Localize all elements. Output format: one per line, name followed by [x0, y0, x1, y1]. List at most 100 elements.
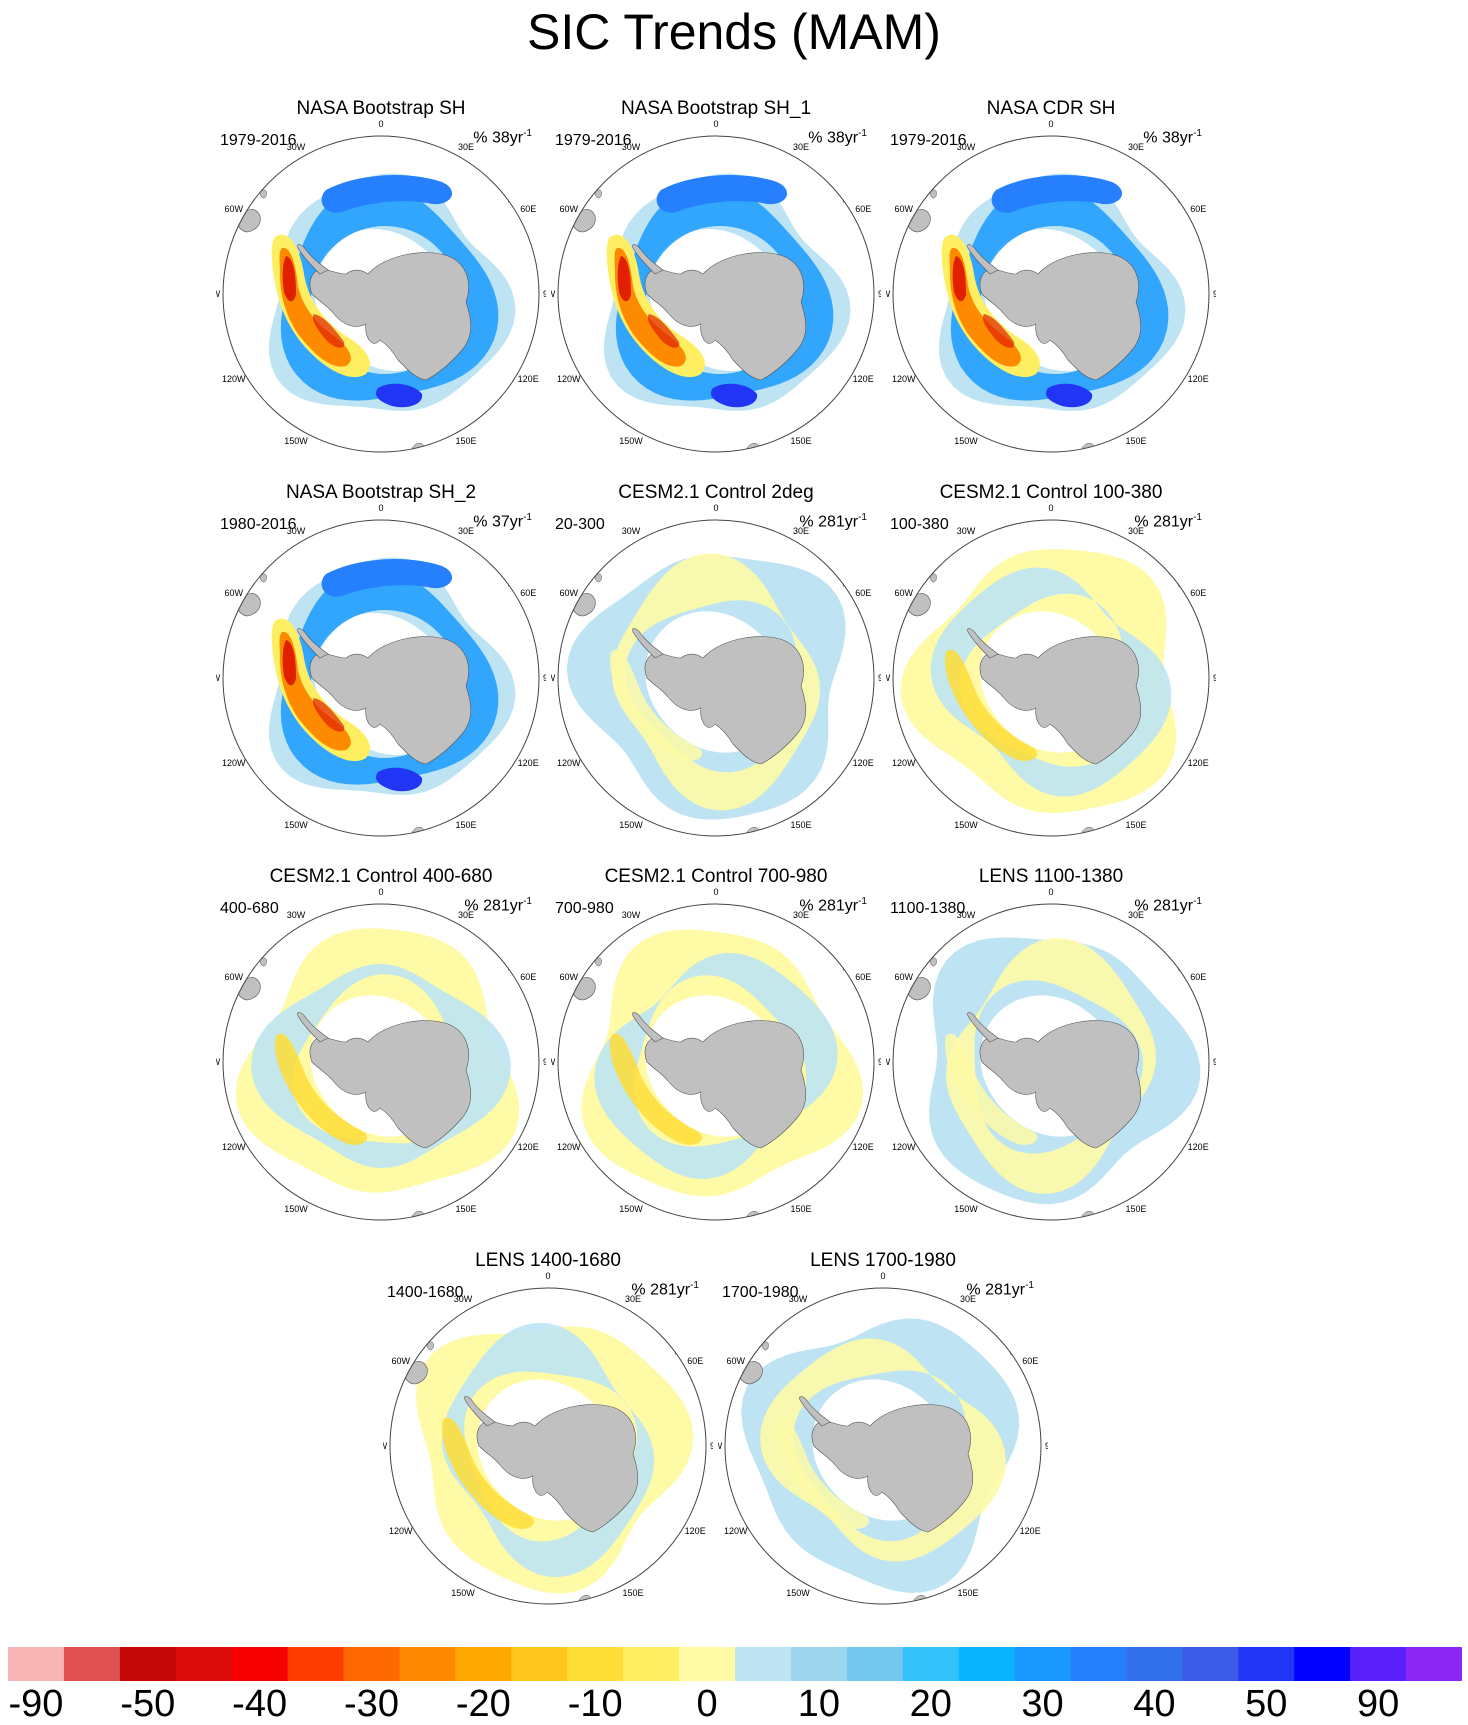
colorbar-segment — [175, 1647, 233, 1681]
longitude-label: 30W — [957, 142, 976, 152]
longitude-label: 60W — [560, 204, 579, 214]
longitude-label: 120W — [557, 374, 581, 384]
panel-units: % 281yr-1 — [1134, 512, 1202, 531]
longitude-label: 120E — [1188, 758, 1209, 768]
panel-units: % 281yr-1 — [1134, 896, 1202, 915]
longitude-label: 60W — [727, 1356, 746, 1366]
colorbar-label: -30 — [344, 1683, 399, 1725]
colorbar-segment — [846, 1647, 904, 1681]
panel-units: % 281yr-1 — [799, 896, 867, 915]
longitude-label: 120W — [222, 374, 246, 384]
colorbar-segment — [343, 1647, 400, 1681]
longitude-label: 60E — [1190, 972, 1206, 982]
colorbar-segment — [8, 1647, 65, 1681]
map-panel: 030E60E90E120E150E180150W120W90W60W30WLE… — [886, 866, 1216, 1226]
longitude-label: 120E — [518, 374, 539, 384]
colorbar-segment — [958, 1647, 1016, 1681]
panel-period: 1979-2016 — [555, 132, 632, 149]
polar-map: 030E60E90E120E150E180150W120W90W60W30W — [886, 503, 1216, 837]
longitude-label: 90W — [551, 289, 556, 299]
polar-map: 030E60E90E120E150E180150W120W90W60W30W — [383, 1271, 713, 1605]
longitude-label: 60E — [855, 972, 871, 982]
longitude-label: 0 — [713, 887, 718, 897]
panel-title: LENS 1100-1380 — [978, 866, 1124, 887]
panel-units: % 281yr-1 — [966, 1280, 1034, 1299]
colorbar-segment — [902, 1647, 960, 1681]
longitude-label: 30W — [789, 1294, 808, 1304]
longitude-label: 120E — [853, 1142, 874, 1152]
longitude-label: 30W — [454, 1294, 473, 1304]
panel-units: % 38yr-1 — [473, 128, 532, 147]
colorbar-label: 90 — [1356, 1683, 1400, 1725]
longitude-label: 60W — [560, 588, 579, 598]
longitude-label: 0 — [880, 1271, 885, 1281]
longitude-label: 150W — [619, 436, 643, 446]
longitude-label: 30E — [793, 910, 809, 920]
colorbar-label: -90 — [8, 1683, 64, 1725]
panel-units: % 281yr-1 — [631, 1280, 699, 1299]
longitude-label: 150E — [790, 1204, 811, 1214]
colorbar-segment — [63, 1647, 121, 1681]
longitude-label: 150E — [455, 820, 476, 830]
colorbar-segment — [455, 1647, 512, 1681]
longitude-label: 150W — [451, 1588, 475, 1598]
longitude-label: 150W — [786, 1588, 810, 1598]
longitude-label: 30E — [793, 526, 809, 536]
panel-title: CESM2.1 Control 400-680 — [269, 866, 493, 887]
map-panel: 030E60E90E120E150E180150W120W90W60W30WCE… — [886, 482, 1216, 842]
colorbar-segment — [1238, 1647, 1295, 1681]
panel-period: 1979-2016 — [220, 132, 297, 149]
longitude-label: 30E — [458, 526, 474, 536]
longitude-label: 90E — [543, 1057, 546, 1067]
panel-title: LENS 1700-1980 — [810, 1250, 956, 1271]
colorbar-segment — [1014, 1647, 1072, 1681]
longitude-label: 120W — [557, 758, 581, 768]
longitude-label: 0 — [713, 119, 718, 129]
longitude-label: 120E — [1020, 1526, 1041, 1536]
panel-title: NASA Bootstrap SH_2 — [285, 482, 477, 503]
colorbar-label: 0 — [696, 1683, 718, 1725]
longitude-label: 120W — [892, 374, 916, 384]
longitude-label: 30W — [622, 142, 641, 152]
colorbar-segment — [1294, 1647, 1351, 1681]
colorbar-segment — [1350, 1647, 1407, 1681]
panel-title: CESM2.1 Control 700-980 — [604, 866, 828, 887]
panel-period: 20-300 — [555, 516, 605, 533]
longitude-label: 90W — [551, 673, 556, 683]
longitude-label: 90W — [886, 673, 891, 683]
longitude-label: 30E — [1128, 526, 1144, 536]
longitude-label: 60W — [392, 1356, 411, 1366]
longitude-label: 30W — [287, 142, 306, 152]
longitude-label: 120E — [1188, 1142, 1209, 1152]
longitude-label: 120E — [1188, 374, 1209, 384]
panel-units: % 38yr-1 — [1143, 128, 1202, 147]
longitude-label: 90E — [878, 673, 881, 683]
polar-map: 030E60E90E120E150E180150W120W90W60W30W — [886, 119, 1216, 453]
longitude-label: 150E — [957, 1588, 978, 1598]
panel-units: % 281yr-1 — [464, 896, 532, 915]
colorbar-segment — [1070, 1647, 1127, 1681]
longitude-label: 60E — [687, 1356, 703, 1366]
longitude-label: 90W — [886, 289, 891, 299]
map-panel: 030E60E90E120E150E180150W120W90W60W30WLE… — [383, 1250, 713, 1610]
map-panel: 030E60E90E120E150E180150W120W90W60W30WCE… — [551, 482, 881, 842]
colorbar-label: -10 — [567, 1683, 623, 1725]
map-panel: 030E60E90E120E150E180150W120W90W60W30WCE… — [551, 866, 881, 1226]
longitude-label: 120E — [518, 1142, 539, 1152]
longitude-label: 60E — [855, 204, 871, 214]
longitude-label: 0 — [378, 503, 383, 513]
map-panel: 030E60E90E120E150E180150W120W90W60W30WLE… — [718, 1250, 1048, 1610]
longitude-label: 90E — [878, 1057, 881, 1067]
colorbar-label: -20 — [455, 1683, 511, 1725]
longitude-label: 150E — [455, 436, 476, 446]
longitude-label: 120W — [389, 1526, 413, 1536]
longitude-label: 150E — [1125, 820, 1146, 830]
panel-title: CESM2.1 Control 100-380 — [939, 482, 1163, 503]
longitude-label: 150W — [954, 1204, 978, 1214]
colorbar-segment — [231, 1647, 289, 1681]
colorbar-segment — [1406, 1647, 1462, 1681]
colorbar-label: -50 — [120, 1683, 176, 1725]
panel-title: NASA Bootstrap SH — [296, 98, 466, 119]
longitude-label: 60W — [225, 972, 244, 982]
longitude-label: 60E — [520, 588, 536, 598]
